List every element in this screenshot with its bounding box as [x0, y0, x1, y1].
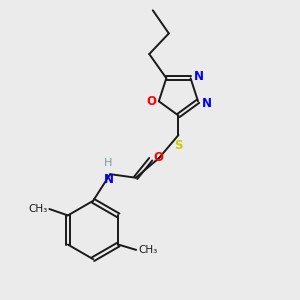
Text: N: N: [194, 70, 203, 83]
Text: S: S: [174, 139, 183, 152]
Text: O: O: [146, 95, 156, 108]
Text: CH₃: CH₃: [28, 204, 47, 214]
Text: N: N: [103, 173, 113, 187]
Text: CH₃: CH₃: [138, 245, 158, 255]
Text: O: O: [154, 151, 164, 164]
Text: N: N: [202, 97, 212, 110]
Text: H: H: [104, 158, 112, 168]
